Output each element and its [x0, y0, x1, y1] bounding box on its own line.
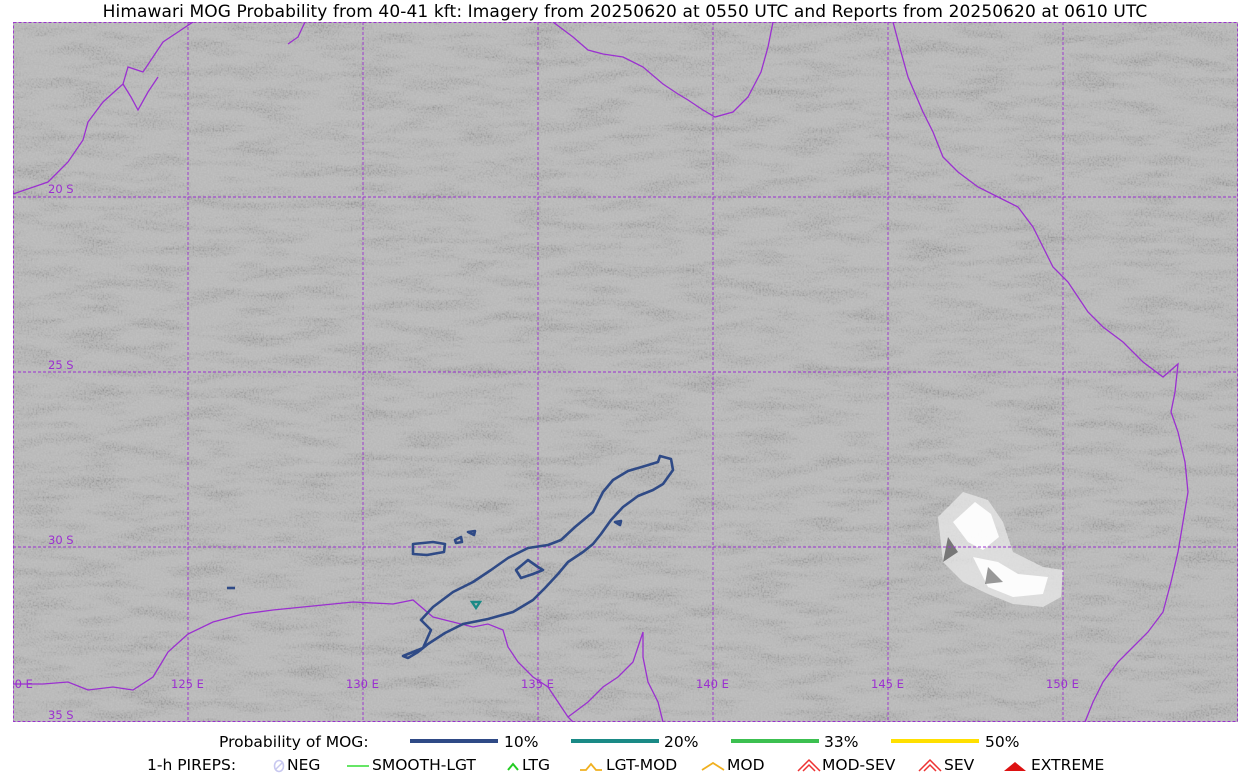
- mod-icon: [701, 761, 725, 771]
- mod-sev-icon: [797, 758, 821, 772]
- pirep-label-extreme: EXTREME: [1031, 756, 1105, 774]
- ltg-icon: [507, 762, 519, 771]
- pireps-legend-label: 1-h PIREPS:: [147, 756, 237, 774]
- coastline: [12, 21, 1189, 723]
- lon-label-140e: 140 E: [696, 677, 729, 691]
- pirep-label-sev: SEV: [944, 756, 975, 774]
- lat-label-35s: 35 S: [48, 708, 74, 722]
- pirep-label-neg: NEG: [287, 756, 321, 774]
- mog-contour-20: [469, 600, 483, 611]
- lon-label-125e: 125 E: [171, 677, 204, 691]
- legend-line-10: [410, 739, 498, 743]
- grid-labels: 20 S 25 S 30 S 35 S 120 E 125 E 130 E 13…: [0, 182, 1079, 722]
- legend-line-50: [891, 739, 979, 743]
- neg-icon: [273, 759, 285, 773]
- lat-label-25s: 25 S: [48, 358, 74, 372]
- lgt-mod-icon: [580, 762, 602, 771]
- legend-label-33: 33%: [824, 733, 859, 751]
- legend-label-50: 50%: [985, 733, 1020, 751]
- probability-legend: Probability of MOG: 10% 20% 33% 50%: [0, 733, 1250, 755]
- lat-label-30s: 30 S: [48, 533, 74, 547]
- legend-line-33: [731, 739, 819, 743]
- lon-label-135e: 135 E: [521, 677, 554, 691]
- legend-label-20: 20%: [664, 733, 699, 751]
- pireps-legend: 1-h PIREPS: NEG SMOOTH-LGT LTG LGT-MOD M…: [0, 756, 1250, 778]
- lon-label-130e: 130 E: [346, 677, 379, 691]
- probability-legend-label: Probability of MOG:: [219, 733, 369, 751]
- satellite-map: 20 S 25 S 30 S 35 S 120 E 125 E 130 E 13…: [0, 21, 1238, 723]
- mog-contour-10: [227, 454, 675, 660]
- lon-label-150e: 150 E: [1046, 677, 1079, 691]
- extreme-icon: [1004, 762, 1026, 771]
- pirep-label-ltg: LTG: [522, 756, 550, 774]
- smooth-lgt-icon: [347, 765, 369, 767]
- legend-label-10: 10%: [504, 733, 539, 751]
- lon-label-145e: 145 E: [871, 677, 904, 691]
- cloud-cluster: [938, 492, 1063, 607]
- lat-lon-grid: [13, 22, 1238, 722]
- pirep-label-mod: MOD: [727, 756, 765, 774]
- legend-line-20: [571, 739, 659, 743]
- pirep-label-smooth-lgt: SMOOTH-LGT: [372, 756, 476, 774]
- sev-icon: [918, 758, 942, 772]
- lat-label-20s: 20 S: [48, 182, 74, 196]
- lon-label-120e: 120 E: [13, 677, 33, 691]
- pirep-label-mod-sev: MOD-SEV: [822, 756, 896, 774]
- map-title: Himawari MOG Probability from 40-41 kft:…: [102, 2, 1148, 22]
- pirep-label-lgt-mod: LGT-MOD: [606, 756, 678, 774]
- map-canvas: 20 S 25 S 30 S 35 S 120 E 125 E 130 E 13…: [0, 21, 1238, 723]
